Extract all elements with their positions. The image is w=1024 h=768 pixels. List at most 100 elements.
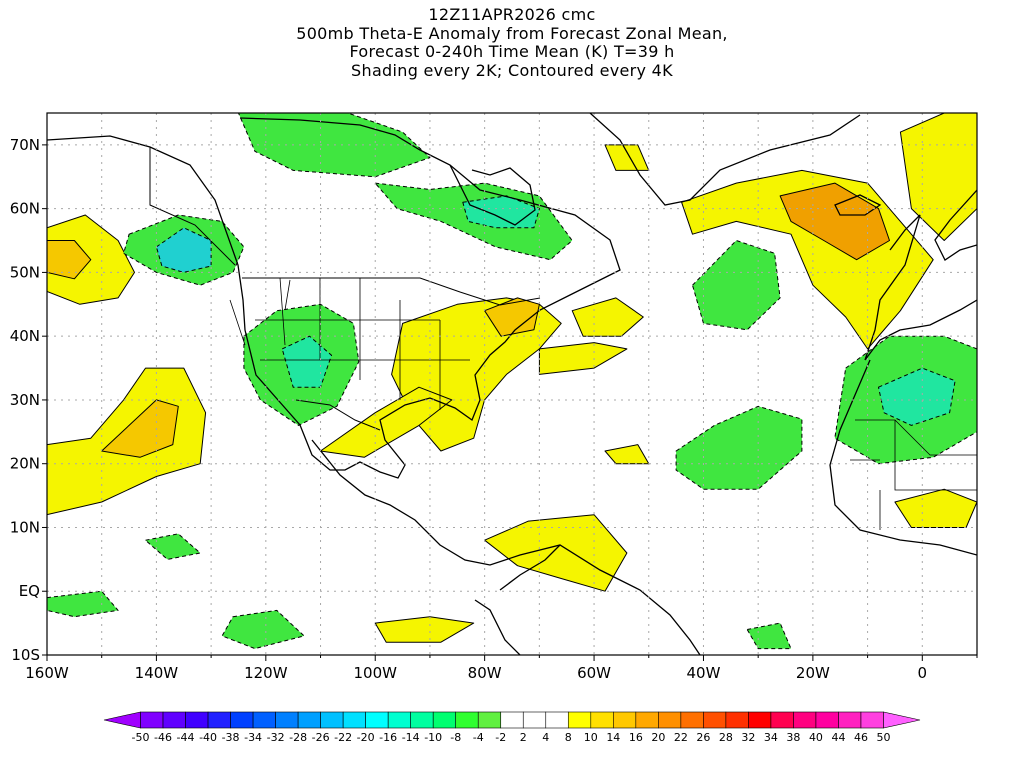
y-tick-label: 40N — [10, 327, 40, 345]
region-gulf-warm-tongue — [320, 386, 453, 458]
title-line-3: Forecast 0-240h Time Mean (K) T=39 h — [349, 42, 675, 61]
colorbar-label: -26 — [312, 731, 330, 744]
colorbar-label: -16 — [379, 731, 397, 744]
colorbar-swatch — [658, 711, 682, 729]
region-mid-atlantic-warm — [571, 297, 644, 337]
colorbar-swatch — [725, 711, 749, 729]
region-tropical-atlantic-cold — [746, 622, 792, 650]
colorbar-swatch — [545, 711, 569, 729]
colorbar-label: 40 — [809, 731, 823, 744]
colorbar-label: 26 — [696, 731, 710, 744]
coastlines — [47, 113, 977, 655]
coastline-mexico-central-america — [311, 439, 701, 655]
y-tick-label: 50N — [10, 263, 40, 281]
colorbar-label: 32 — [741, 731, 755, 744]
colorbar-swatch — [275, 711, 299, 729]
colorbar-label: 10 — [584, 731, 598, 744]
y-axis-ticks: 70N 60N 50N 40N 30N 20N 10N EQ 10S — [10, 136, 47, 664]
colorbar-swatch — [162, 711, 186, 729]
colorbar-swatch — [500, 711, 524, 729]
y-tick-label: 60N — [10, 200, 40, 218]
colorbar-label: 20 — [651, 731, 665, 744]
colorbar-label: 14 — [606, 731, 620, 744]
title-line-4: Shading every 2K; Contoured every 4K — [351, 60, 673, 80]
colorbar-label: -8 — [450, 731, 461, 744]
colorbar-label: 50 — [876, 731, 890, 744]
colorbar-label: -50 — [132, 731, 150, 744]
region-central-atlantic-cold — [675, 405, 803, 490]
x-tick-label: 120W — [244, 664, 288, 682]
colorbar-swatch — [680, 711, 704, 729]
colorbar-swatch — [103, 711, 141, 729]
region-north-atlantic-cold — [692, 240, 781, 331]
colorbar-label: 28 — [719, 731, 733, 744]
colorbar-swatch — [703, 711, 727, 729]
colorbar-label: -46 — [154, 731, 172, 744]
title-line-1: 12Z11APR2026 cmc — [428, 5, 596, 24]
state-borders — [229, 277, 470, 410]
colorbar-swatch — [613, 711, 637, 729]
us-canada-border — [242, 277, 541, 306]
colorbar-label: 4 — [542, 731, 549, 744]
coastline-europe — [864, 189, 977, 361]
coastline-north-america — [47, 117, 621, 479]
region-trade-wind-cold-1 — [145, 533, 201, 560]
anomaly-shading — [47, 113, 977, 650]
colorbar-label: 22 — [674, 731, 688, 744]
colorbar-label: -44 — [177, 731, 195, 744]
colorbar-swatch — [320, 711, 344, 729]
colorbar-swatch — [207, 711, 231, 729]
colorbar-swatch — [140, 711, 164, 729]
colorbar-label: -38 — [222, 731, 240, 744]
colorbar-swatch — [252, 711, 276, 729]
colorbar-swatch — [477, 711, 502, 729]
y-tick-label: 30N — [10, 391, 40, 409]
colorbar-swatch — [342, 711, 366, 729]
colorbar-swatch — [590, 711, 614, 729]
y-tick-label: 10N — [10, 518, 40, 536]
colorbar-swatch — [860, 711, 884, 729]
region-north-pacific-warm-core — [47, 240, 92, 280]
region-hudson-cold-core — [462, 195, 540, 229]
x-tick-label: 60W — [577, 664, 611, 682]
alaska-border — [149, 147, 236, 266]
region-nw-africa-cold-core — [878, 367, 956, 426]
colorbar-label: 34 — [764, 731, 778, 744]
colorbar-swatch — [185, 711, 209, 729]
plot-title: 12Z11APR2026 cmc 500mb Theta-E Anomaly f… — [0, 5, 1024, 80]
title-line-2: 500mb Theta-E Anomaly from Forecast Zona… — [296, 23, 728, 43]
plot-frame — [46, 112, 978, 656]
region-subtropical-pacific-warm-core — [101, 399, 179, 458]
colorbar-swatch — [387, 711, 411, 729]
colorbar-swatch — [410, 711, 434, 729]
coastline-africa — [829, 359, 977, 556]
x-tick-label: 80W — [468, 664, 502, 682]
colorbar-label: -10 — [424, 731, 442, 744]
colorbar-swatch — [793, 711, 817, 729]
x-axis-ticks: 160W 140W 120W 100W 80W 60W 40W 20W 0 — [25, 655, 978, 682]
colorbar-swatch — [567, 711, 592, 729]
y-tick-label: EQ — [19, 582, 40, 600]
colorbar-swatch — [815, 711, 839, 729]
colorbar-label: 44 — [831, 731, 845, 744]
colorbar-label: -4 — [473, 731, 484, 744]
x-tick-label: 0 — [918, 664, 928, 682]
region-trade-wind-cold-3 — [47, 590, 119, 618]
colorbar-label: -40 — [199, 731, 217, 744]
region-northeast-warm-core — [484, 297, 540, 337]
coastline-south-america — [474, 544, 561, 655]
colorbar-swatch — [432, 711, 457, 729]
coastline-greenland — [589, 113, 861, 206]
us-mexico-border — [295, 399, 381, 431]
x-tick-label: 40W — [687, 664, 721, 682]
colorbar-swatch — [883, 711, 921, 729]
graticule — [47, 113, 977, 655]
region-sw-usa-cold-core — [281, 335, 332, 388]
colorbar-swatch — [838, 711, 862, 729]
colorbar-label: 38 — [786, 731, 800, 744]
colorbar: -50 -46 -44 -40 -38 -34 -32 -28 -26 -22 -20 -16 -14-… — [103, 711, 921, 744]
coastline-iceland — [834, 194, 882, 216]
region-atlantic-warm-band — [538, 342, 628, 375]
colorbar-swatch — [635, 711, 659, 729]
colorbar-label: 46 — [854, 731, 868, 744]
